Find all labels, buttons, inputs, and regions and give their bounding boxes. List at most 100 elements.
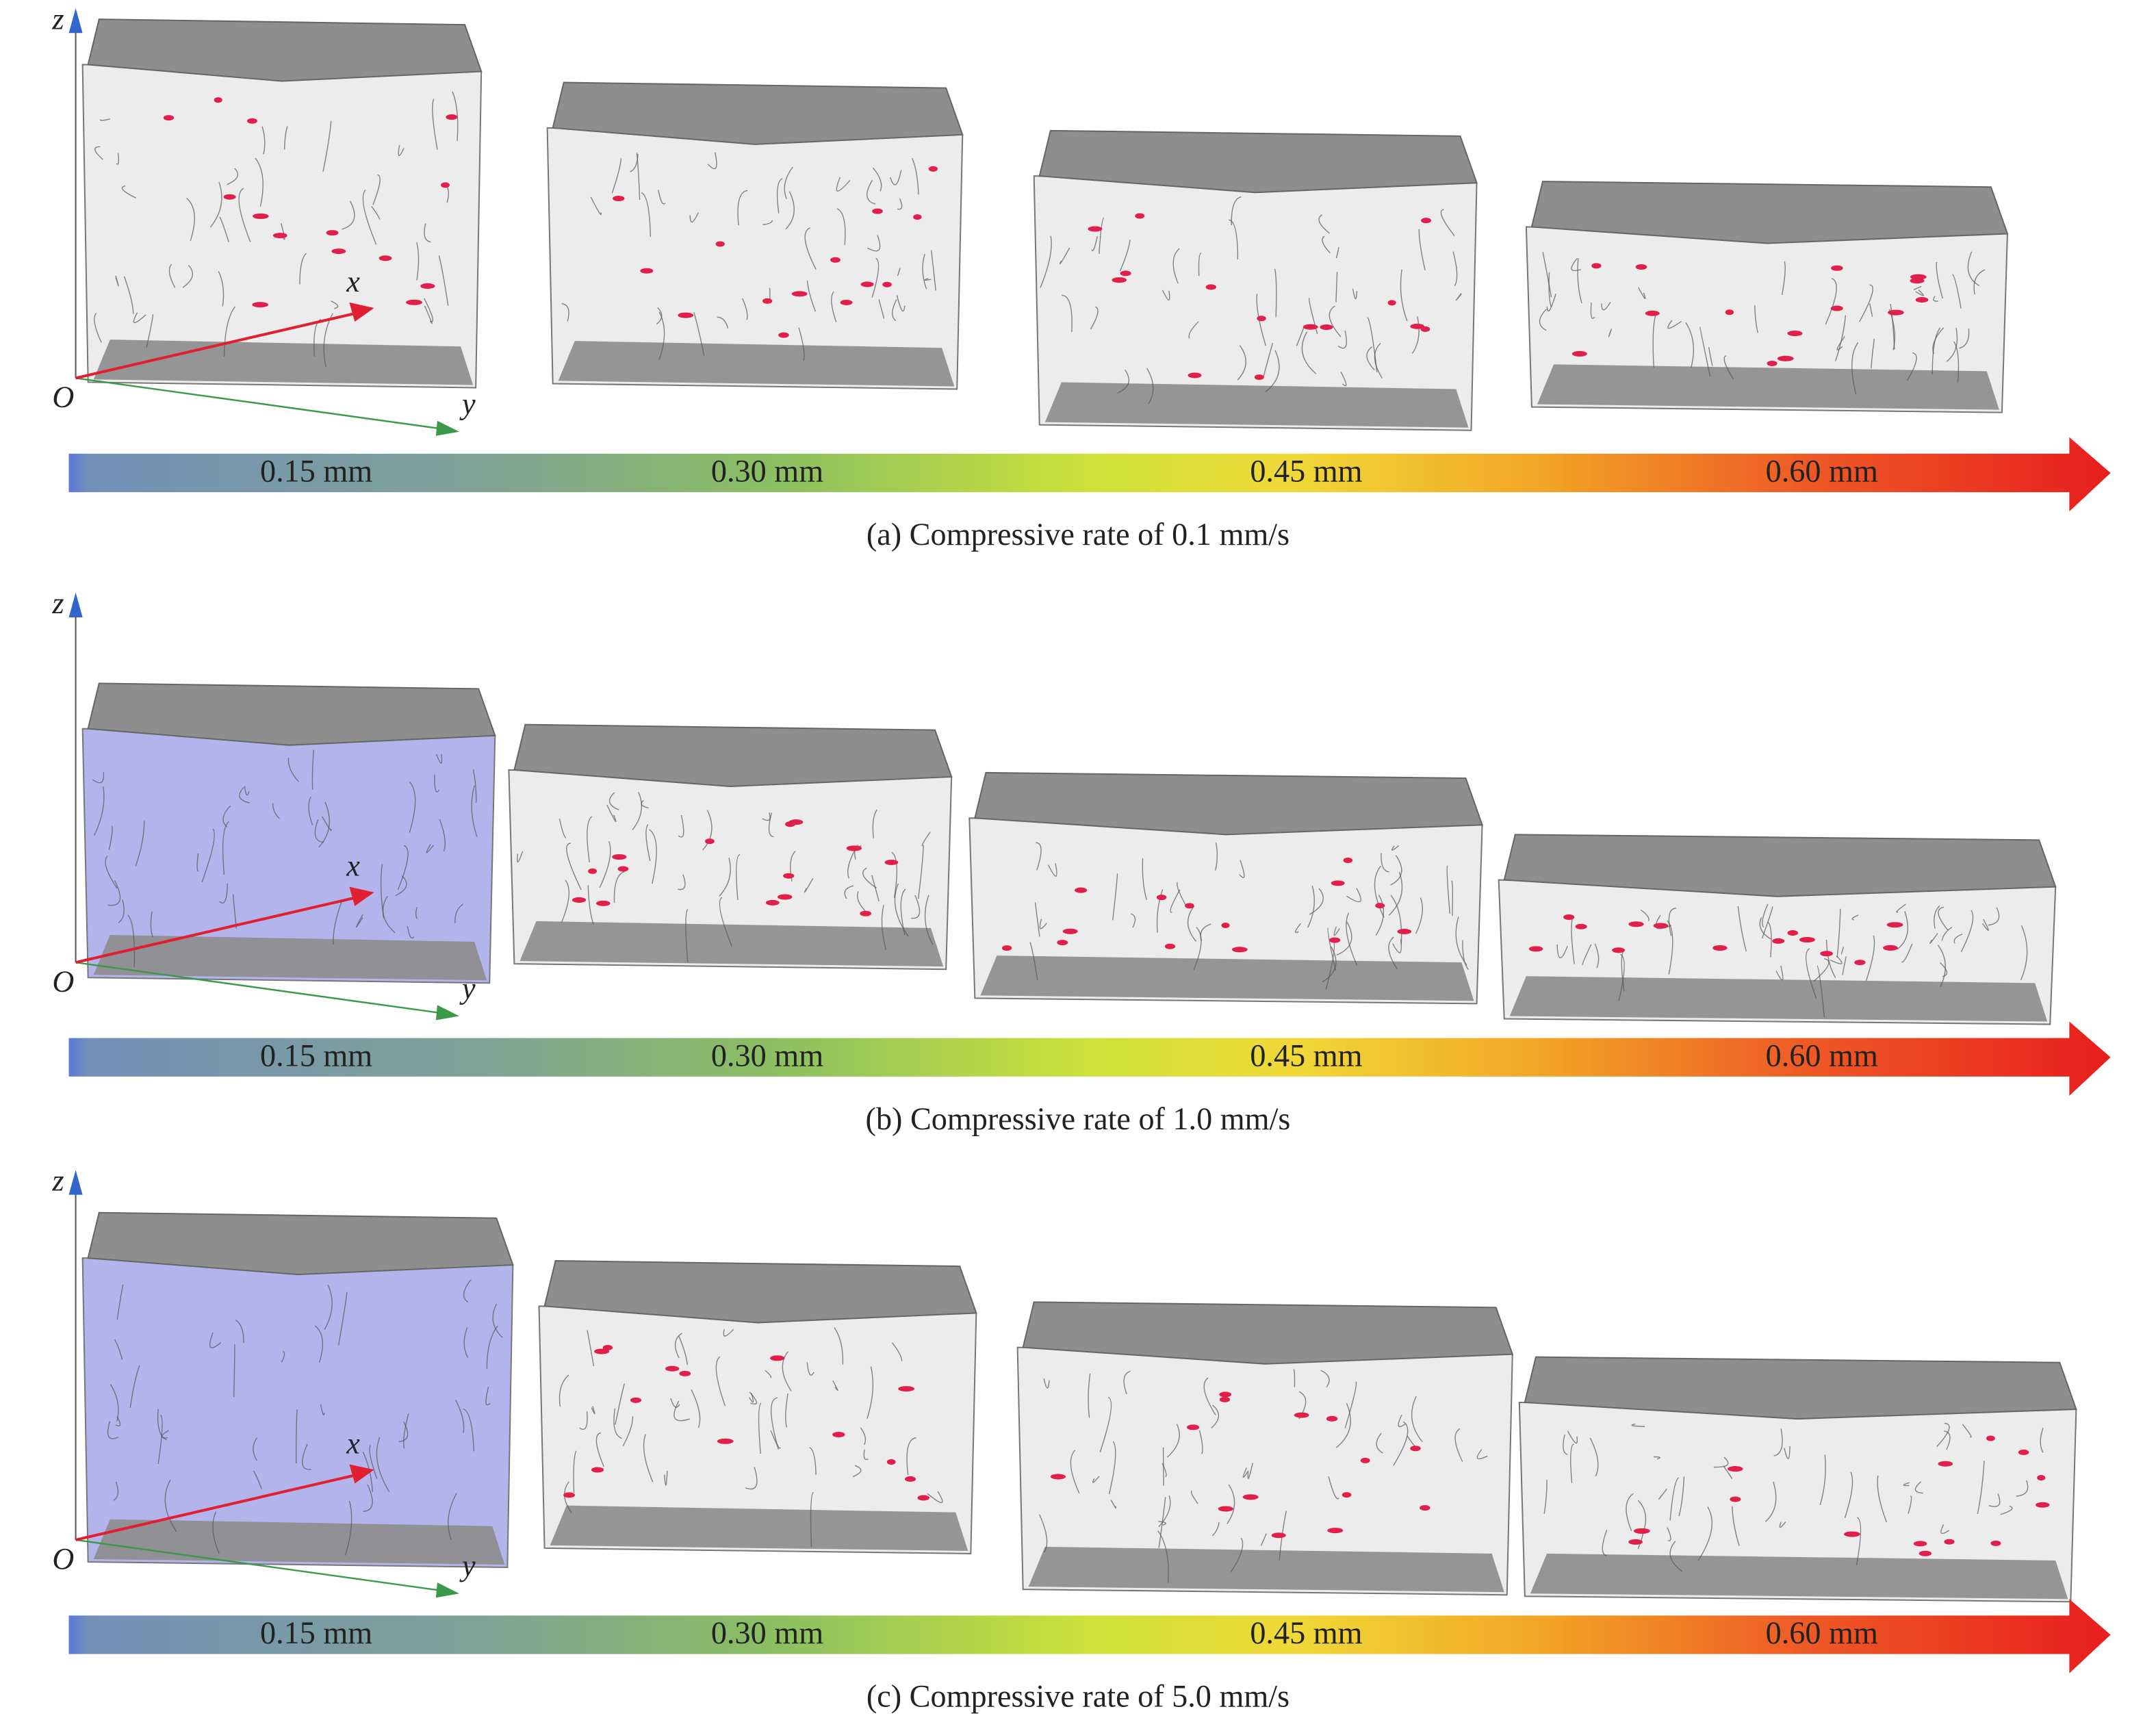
crack (1669, 1477, 1680, 1521)
red-spot (1799, 936, 1815, 942)
crack (622, 1416, 634, 1446)
red-spot (1271, 1532, 1286, 1539)
crack (758, 1402, 762, 1454)
crack (463, 1408, 474, 1452)
scale-bar (68, 1021, 2111, 1096)
crack (648, 829, 657, 884)
crack (1608, 329, 1613, 337)
crack (1601, 302, 1611, 311)
crack (1914, 1481, 1923, 1494)
crack (762, 220, 773, 225)
y-arrow (435, 1582, 460, 1598)
caption: (a) Compressive rate of 0.1 mm/s (867, 517, 1289, 552)
block-bottom (93, 1519, 505, 1565)
crack (1936, 1422, 1950, 1448)
crack (867, 1366, 874, 1419)
crack (719, 857, 731, 897)
crack (844, 885, 854, 899)
red-spot (2036, 1502, 2050, 1508)
red-spot (762, 298, 773, 304)
crack (1775, 966, 1784, 981)
red-spot (1387, 300, 1396, 306)
crack (344, 1500, 352, 1556)
panel: z x y O 0.15 mm 0.30 mm 0.45 mm 0.60 mm (b) Comp… (51, 587, 2111, 1136)
crack (1295, 923, 1301, 934)
block-bottom (558, 341, 955, 387)
red-spot (1294, 1412, 1309, 1418)
crack (1092, 1476, 1100, 1483)
crack (806, 1362, 814, 1376)
red-spot (1135, 213, 1145, 219)
crack (678, 874, 686, 890)
crack (1446, 865, 1451, 914)
red-spot (1563, 914, 1575, 921)
crack (1215, 843, 1218, 871)
crack (1036, 842, 1042, 871)
red-spot (1528, 946, 1543, 952)
red-spot (678, 312, 694, 318)
crack (1142, 858, 1148, 901)
red-spot (715, 241, 725, 247)
crack (164, 1480, 177, 1532)
crack (133, 312, 146, 324)
crack (1400, 269, 1408, 322)
red-spot (1571, 350, 1587, 357)
axis-label-x: x (346, 849, 360, 883)
crack (1256, 294, 1267, 346)
red-spot (898, 1386, 914, 1392)
crack (135, 821, 145, 867)
crack (785, 191, 795, 230)
crack (1759, 917, 1771, 940)
crack (1936, 261, 1943, 299)
red-spot (214, 97, 222, 103)
crack (1374, 865, 1385, 918)
crack (1834, 315, 1847, 361)
crack (1227, 1484, 1235, 1524)
scale-label: 0.60 mm (1766, 1038, 1878, 1073)
crack (121, 185, 137, 198)
red-spot (591, 1467, 604, 1473)
crack (1335, 247, 1339, 259)
crack (1669, 1541, 1683, 1572)
crack (862, 867, 877, 888)
crack (255, 157, 264, 207)
crack (587, 885, 594, 925)
crack (253, 1437, 258, 1461)
crack (1577, 258, 1582, 304)
crack (719, 897, 733, 947)
crack (1318, 214, 1330, 234)
red-spot (717, 1438, 734, 1444)
red-spot (1088, 226, 1103, 232)
red-spot (1186, 1424, 1200, 1430)
crack (1237, 345, 1246, 381)
crack (867, 180, 876, 205)
crack (516, 851, 524, 862)
crack (561, 880, 569, 923)
crack (223, 306, 236, 357)
crack (1784, 1446, 1791, 1459)
red-spot (572, 897, 587, 903)
crack (1039, 919, 1047, 929)
crack (599, 840, 611, 888)
crack (1411, 316, 1420, 354)
red-spot (860, 910, 872, 916)
crack (314, 1325, 324, 1363)
crack (455, 1400, 465, 1433)
red-spot (1938, 1461, 1953, 1467)
crack (1667, 1527, 1671, 1541)
red-spot (1635, 264, 1647, 270)
crack (331, 300, 339, 309)
crack (1589, 1437, 1599, 1476)
crack (1929, 933, 1938, 944)
scale-label: 0.45 mm (1250, 1615, 1362, 1650)
crack (1374, 343, 1383, 378)
crack (1582, 944, 1592, 966)
crack (116, 1284, 124, 1320)
block-top (1503, 834, 2057, 897)
block-top (1038, 129, 1478, 194)
red-spot (1612, 947, 1626, 953)
red-spot (1712, 945, 1728, 951)
axis-label-origin: O (52, 381, 74, 414)
z-arrow (68, 592, 83, 617)
